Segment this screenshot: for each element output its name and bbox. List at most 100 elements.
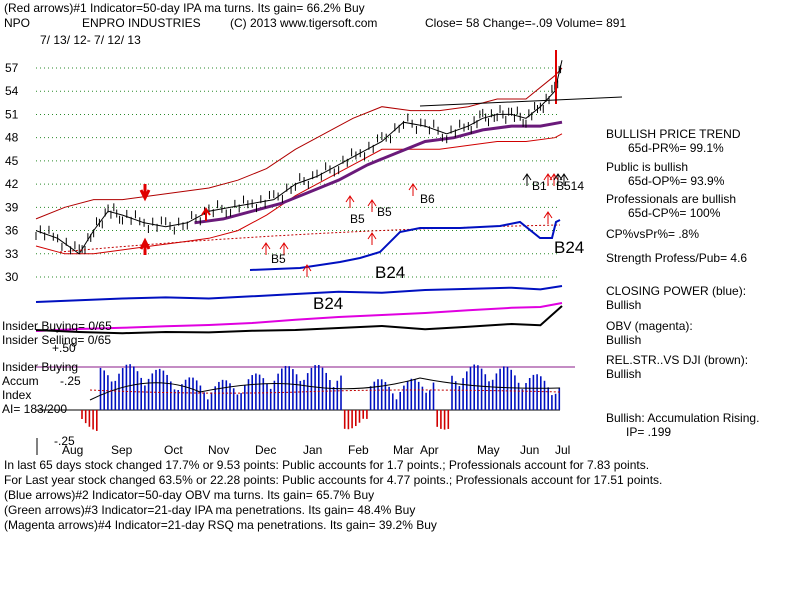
price-panel (35, 50, 623, 271)
index-label: Index (2, 388, 31, 402)
x-tick-label: Sep (111, 443, 133, 457)
signal-label: B24 (313, 294, 343, 313)
public-status: Public is bullish (606, 160, 688, 174)
accumulation-panel (36, 364, 575, 455)
x-tick-label: Nov (208, 443, 229, 457)
closing-power-upper-line (249, 219, 561, 271)
y-tick-label: 57 (5, 61, 19, 75)
x-tick-label: May (477, 443, 500, 457)
closing-power-line (35, 285, 563, 303)
x-tick-label: Mar (393, 443, 414, 457)
lower-band-line (35, 133, 563, 255)
accum-label: Accum (2, 374, 39, 388)
accum-status: Bullish: Accumulation Rising. (606, 411, 759, 425)
y-tick-label: 33 (5, 247, 19, 261)
signal-label: B24 (375, 263, 405, 282)
red-arrow (543, 173, 553, 186)
signal-label: B6 (420, 192, 435, 206)
red-arrow (139, 237, 151, 255)
relstr-title: REL.STR..VS DJI (brown): (606, 353, 748, 367)
black-arrow (522, 173, 532, 186)
price-gridlines (36, 67, 560, 278)
signal-label: B5 (271, 252, 286, 266)
op-value: 65d-OP%= 93.9% (628, 174, 725, 188)
y-tick-label: 51 (5, 107, 19, 121)
minus-25-top-label: -.25 (60, 374, 81, 388)
relative-strength-line (35, 305, 563, 335)
accum-ma-line (89, 377, 561, 401)
red-arrow (408, 183, 418, 196)
x-tick-label: Oct (164, 443, 183, 457)
red-arrow (302, 264, 312, 277)
price-line (35, 60, 563, 255)
x-tick-label: Dec (255, 443, 276, 457)
cp-value: 65d-CP%= 100% (628, 206, 721, 220)
red-arrow (279, 242, 289, 255)
resistance-line (419, 96, 623, 107)
relstr-value: Bullish (606, 367, 641, 381)
ai-label: AI= 183/200 (2, 402, 67, 416)
upper-band-line (35, 67, 563, 220)
ma-50-line (194, 120, 563, 225)
red-arrow (345, 195, 355, 208)
black-arrow (559, 173, 569, 186)
x-tick-label: Aug (62, 443, 83, 457)
minus-25-bottom-label: -.25 (54, 434, 75, 448)
copyright-label: (C) 2013 www.tigersoft.com (230, 16, 377, 30)
signal-label: B1 (532, 179, 547, 193)
pr-value: 65d-PR%= 99.1% (628, 141, 724, 155)
red-arrow (261, 242, 271, 255)
y-tick-label: 36 (5, 224, 19, 238)
ip-value: IP= .199 (626, 425, 671, 439)
closing-power-title: CLOSING POWER (blue): (606, 284, 746, 298)
closing-power-value: Bullish (606, 298, 641, 312)
pros-status: Professionals are bullish (606, 192, 736, 206)
footer-magenta-arrows: (Magenta arrows)#4 Indicator=21-day RSQ … (4, 518, 437, 532)
red-arrow (367, 199, 377, 212)
x-tick-label: Apr (420, 443, 439, 457)
footer-year: For Last year stock changed 63.5% or 22.… (4, 473, 662, 487)
footer-65day: In last 65 days stock changed 17.7% or 9… (4, 458, 649, 472)
signal-arrows (139, 173, 569, 277)
indicator-panel (35, 285, 563, 335)
strength-value: Strength Profess/Pub= 4.6 (606, 251, 747, 265)
insider-buying-accum-label: Insider Buying (2, 360, 78, 374)
plus-fifty-label: +.50 (52, 341, 76, 355)
red-arrow (201, 207, 211, 221)
x-tick-label: Jun (520, 443, 539, 457)
signal-labels: B5 B5 B5 B24 B6 B24 B1 B514 B24 (271, 179, 584, 313)
insider-buying-label: Insider Buying= 0/65 (2, 319, 112, 333)
y-tick-label: 30 (5, 270, 19, 284)
company-name: ENPRO INDUSTRIES (82, 16, 201, 30)
red-arrow (367, 232, 377, 245)
obv-line (35, 302, 563, 332)
red-arrow (139, 184, 151, 202)
trend-title: BULLISH PRICE TREND (606, 127, 741, 141)
x-tick-label: Feb (348, 443, 369, 457)
signal-label: B24 (554, 238, 584, 257)
signal-label: B5 (350, 212, 365, 226)
accum-dotted-line (89, 389, 561, 394)
obv-value: Bullish (606, 333, 641, 347)
signal-label: B514 (556, 179, 584, 193)
quote-summary: Close= 58 Change=-.09 Volume= 891 (425, 16, 626, 30)
footer-green-arrows: (Green arrows)#3 Indicator=21-day IPA ma… (4, 503, 415, 517)
obv-title: OBV (magenta): (606, 319, 693, 333)
red-arrow (543, 211, 553, 224)
date-range: 7/ 13/ 12- 7/ 12/ 13 (40, 33, 141, 47)
y-tick-label: 45 (5, 154, 19, 168)
footer-blue-arrows: (Blue arrows)#2 Indicator=50-day OBV ma … (4, 488, 374, 502)
black-arrow (553, 173, 563, 186)
cpvspr-value: CP%vsPr%= .8% (606, 227, 699, 241)
x-tick-label: Jul (555, 443, 570, 457)
y-tick-label: 54 (5, 84, 19, 98)
ticker-label: NPO (4, 16, 30, 30)
x-tick-label: Jan (303, 443, 322, 457)
y-tick-label: 42 (5, 177, 19, 191)
price-axis-ticks: 57 54 51 48 45 42 39 36 33 30 (5, 61, 19, 284)
insider-selling-label: Insider Selling= 0/65 (2, 333, 111, 347)
header-indicator-line: (Red arrows)#1 Indicator=50-day IPA ma t… (4, 1, 365, 15)
y-tick-label: 39 (5, 200, 19, 214)
y-tick-label: 48 (5, 131, 19, 145)
